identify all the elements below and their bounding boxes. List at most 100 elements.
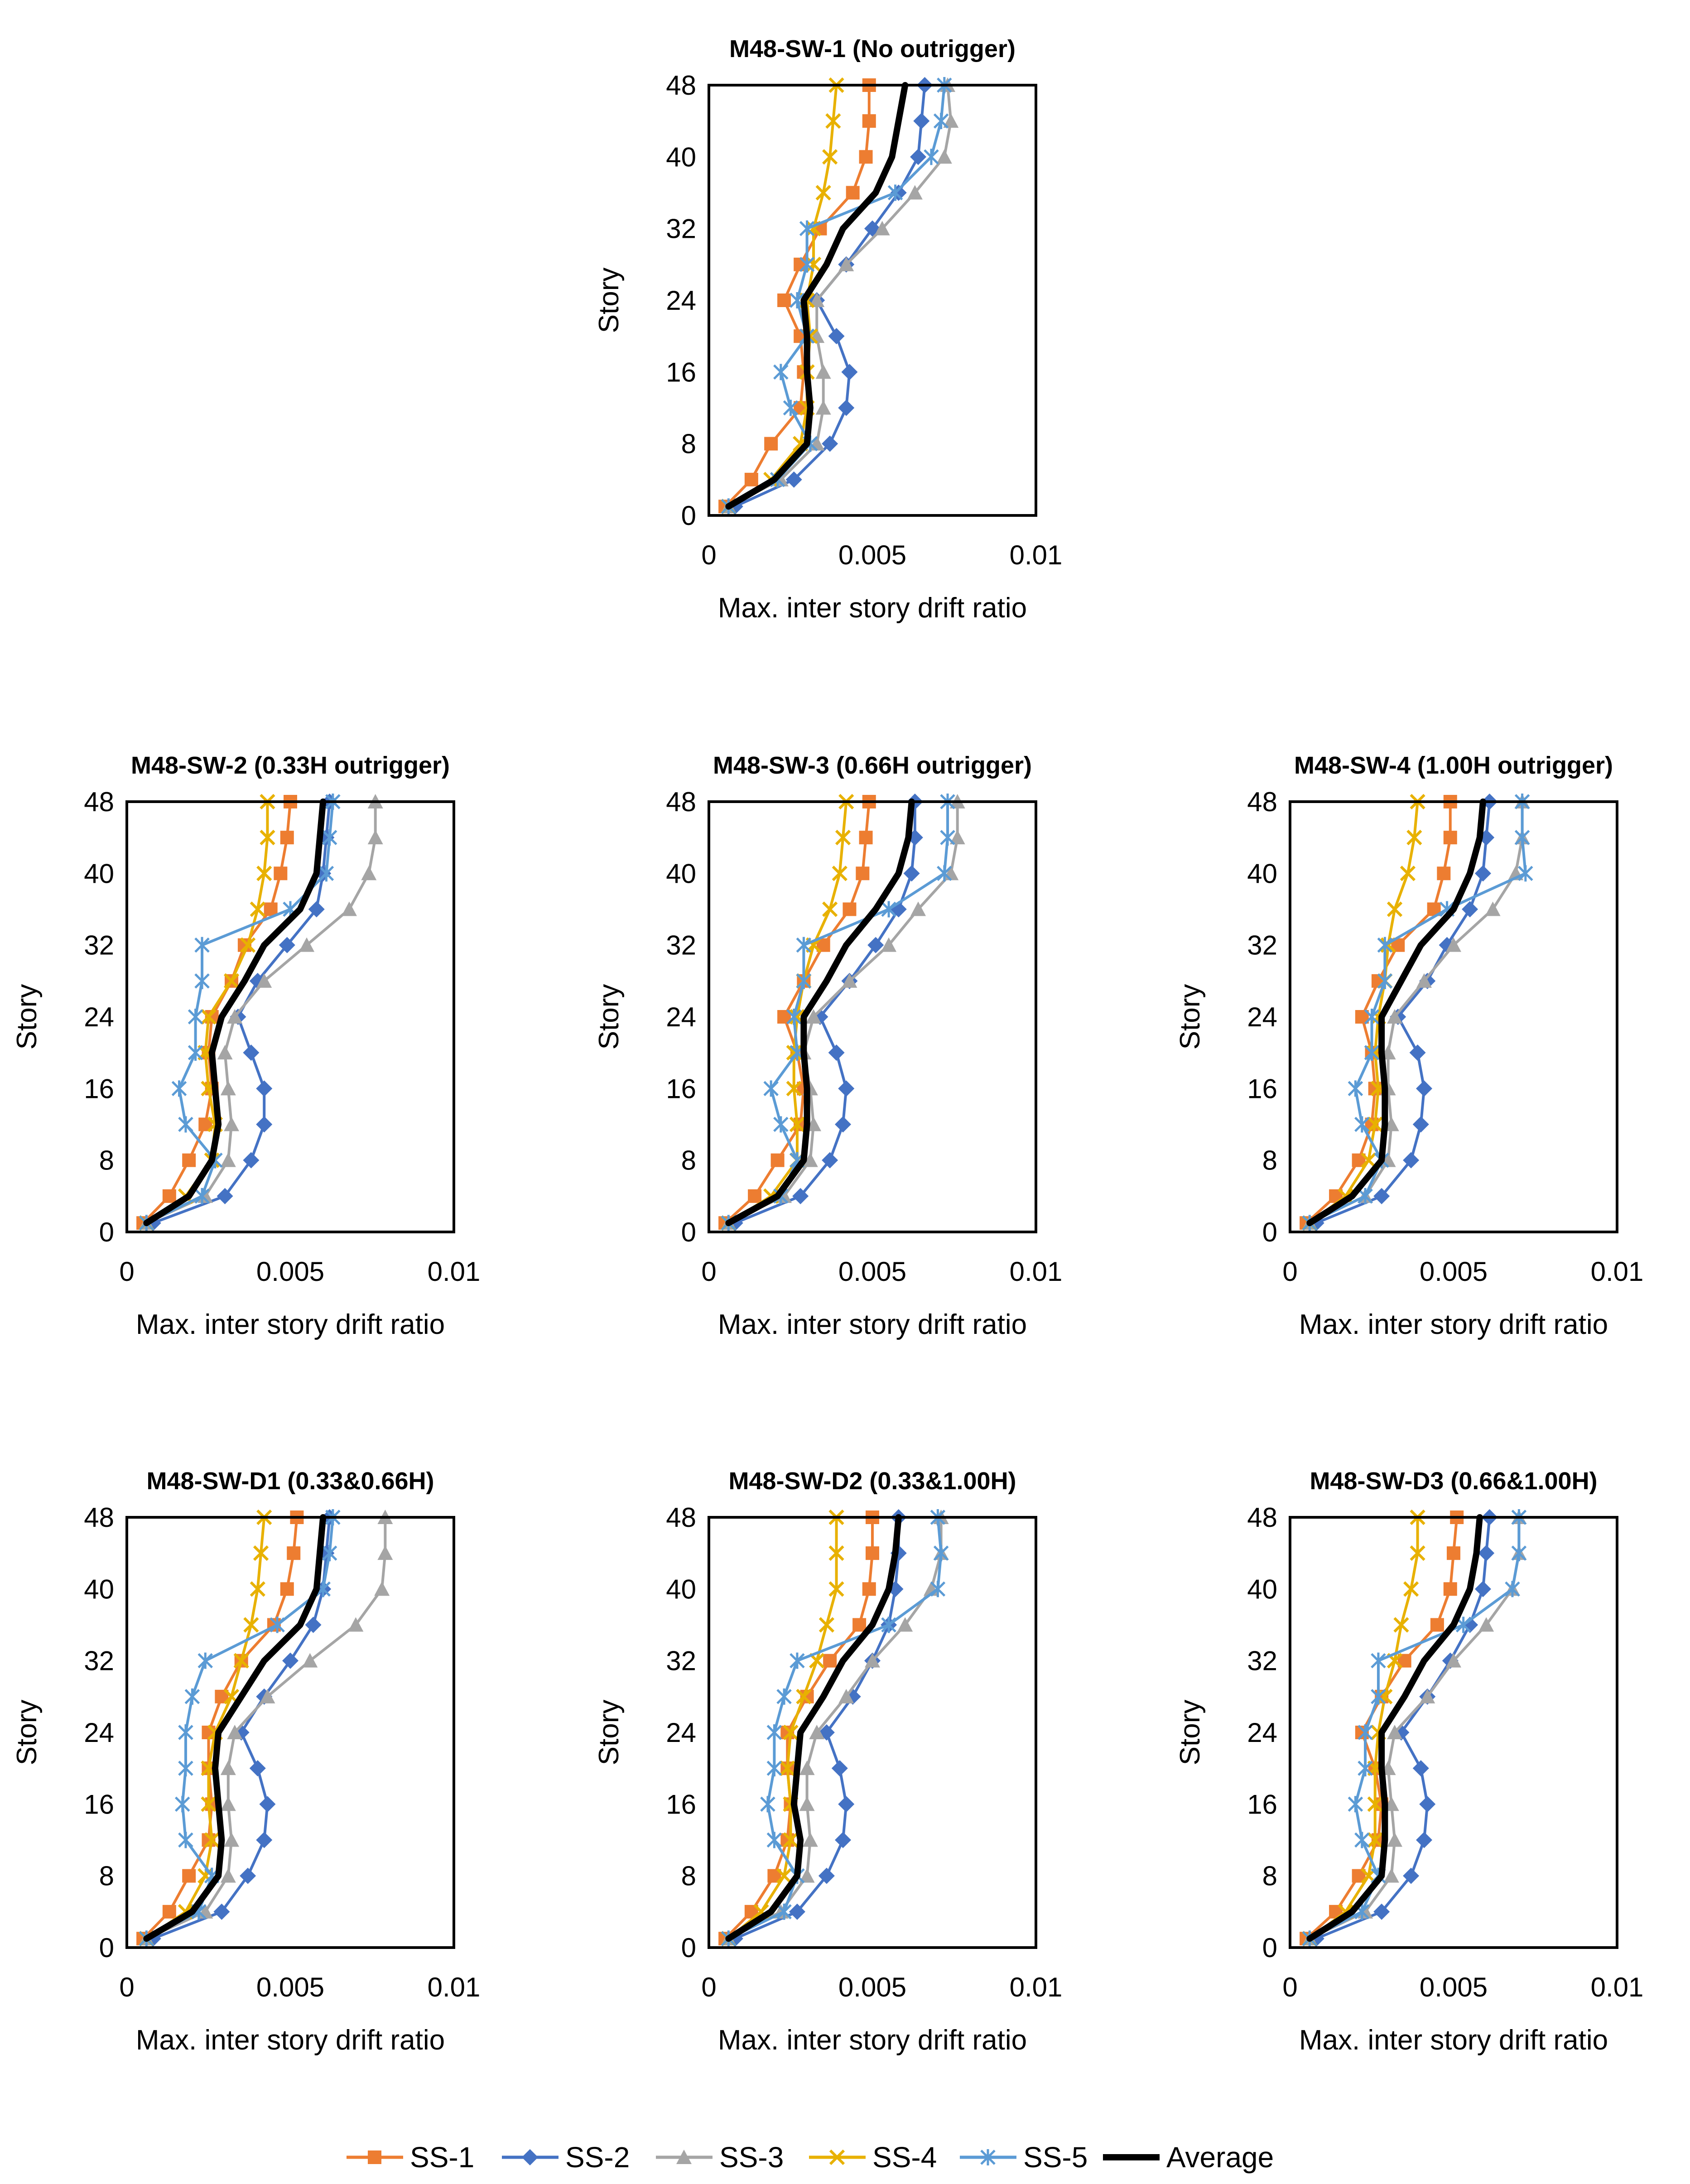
data-point	[936, 149, 952, 164]
y-tick-label: 8	[1262, 1861, 1277, 1891]
data-point	[1518, 865, 1533, 882]
y-tick-label: 0	[99, 1217, 114, 1247]
plot-area	[136, 794, 383, 1232]
data-point	[910, 901, 926, 916]
data-point	[1462, 901, 1478, 918]
data-point	[770, 1153, 785, 1167]
x-tick-label: 0.005	[1420, 1972, 1488, 2002]
data-point	[785, 471, 802, 488]
x-tick-label: 0.005	[838, 1256, 906, 1287]
data-point	[940, 829, 955, 846]
data-point	[806, 1009, 822, 1024]
y-tick-label: 0	[681, 1217, 696, 1247]
y-tick-label: 32	[84, 930, 114, 961]
data-point	[233, 1653, 249, 1669]
data-point	[178, 1832, 193, 1848]
data-point	[796, 972, 812, 989]
y-tick-label: 48	[666, 787, 696, 817]
data-point	[802, 1152, 818, 1167]
y-tick-label: 24	[84, 1002, 114, 1032]
y-axis-label: Story	[1175, 984, 1206, 1050]
series-average	[1306, 1514, 1483, 1942]
y-axis-label: Story	[11, 984, 43, 1050]
plot-border	[1289, 1516, 1618, 1949]
data-point	[773, 1116, 789, 1133]
data-point	[789, 1116, 805, 1132]
data-point	[799, 256, 815, 273]
y-tick-label: 32	[84, 1646, 114, 1676]
data-point	[220, 1761, 236, 1775]
data-point	[1364, 1009, 1380, 1025]
data-point	[287, 1546, 301, 1560]
y-tick-label: 48	[666, 1502, 696, 1533]
data-point	[194, 1188, 210, 1204]
data-point	[171, 1080, 187, 1097]
x-tick-label: 0	[119, 1972, 134, 2002]
data-point	[182, 1869, 196, 1883]
y-tick-label: 0	[681, 1933, 696, 1963]
y-tick-label: 8	[681, 1861, 696, 1891]
series-average	[143, 1514, 327, 1942]
chart-panels: M48-SW-1 (No outrigger) 0 8 16 24 32 40 48 0 0.00…	[11, 35, 1643, 2056]
data-point	[822, 435, 838, 452]
y-tick-label: 8	[681, 429, 696, 459]
y-axis-label: Story	[11, 1700, 43, 1765]
data-point	[220, 1868, 236, 1883]
data-point	[1371, 1688, 1386, 1705]
y-tick-label: 40	[1247, 1574, 1277, 1604]
data-point	[1361, 1152, 1377, 1168]
data-point	[220, 1152, 236, 1167]
data-point	[846, 186, 860, 200]
data-point	[1358, 1188, 1373, 1204]
data-point	[1367, 1796, 1383, 1812]
data-point	[299, 937, 315, 952]
y-tick-label: 16	[666, 1073, 696, 1104]
data-point	[1478, 1617, 1494, 1632]
x-tick-label: 0	[701, 1972, 716, 2002]
data-point	[1485, 901, 1501, 916]
data-point	[881, 1616, 896, 1633]
data-point	[1416, 1832, 1433, 1848]
data-point	[282, 1652, 299, 1669]
y-tick-label: 48	[84, 1502, 114, 1533]
data-point	[776, 1868, 792, 1884]
data-point	[249, 1760, 266, 1777]
data-point	[1373, 1903, 1390, 1920]
data-point	[780, 1761, 795, 1776]
chart-title: M48-SW-D1 (0.33&0.66H)	[146, 1467, 434, 1495]
chart-title: M48-SW-2 (0.33H outrigger)	[131, 752, 450, 779]
data-point	[748, 1189, 762, 1203]
data-point	[930, 1581, 946, 1597]
data-point	[243, 1617, 259, 1633]
y-tick-label: 0	[681, 500, 696, 531]
data-point	[815, 400, 831, 415]
data-point	[1437, 866, 1451, 880]
data-point	[367, 830, 383, 845]
data-point	[822, 149, 838, 165]
data-point	[825, 113, 841, 129]
y-tick-label: 24	[84, 1717, 114, 1748]
y-tick-label: 24	[666, 1717, 696, 1748]
data-point	[777, 293, 791, 307]
data-point	[1514, 829, 1530, 846]
legend-item-ss-5: SS-5	[960, 2141, 1088, 2174]
x-tick-label: 0.005	[256, 1972, 324, 2002]
series-average	[725, 1514, 902, 1942]
legend-marker	[676, 2150, 692, 2164]
data-point	[763, 1080, 779, 1097]
y-tick-label: 40	[1247, 858, 1277, 889]
data-point	[828, 1581, 844, 1597]
x-tick-label: 0.01	[1591, 1256, 1644, 1287]
x-tick-label: 0.01	[428, 1972, 481, 2002]
series-line	[143, 1514, 327, 1942]
data-point	[377, 1545, 393, 1560]
data-point	[766, 1724, 782, 1741]
data-point	[838, 1080, 855, 1097]
chart-panel-2: M48-SW-2 (0.33H outrigger) 0 8 16 24 32 40 48 0 0…	[11, 752, 480, 1340]
data-point	[174, 1796, 190, 1813]
data-point	[1406, 830, 1422, 846]
data-point	[1367, 1116, 1383, 1132]
data-point	[859, 150, 873, 164]
legend-item-ss-3: SS-3	[656, 2141, 784, 2174]
